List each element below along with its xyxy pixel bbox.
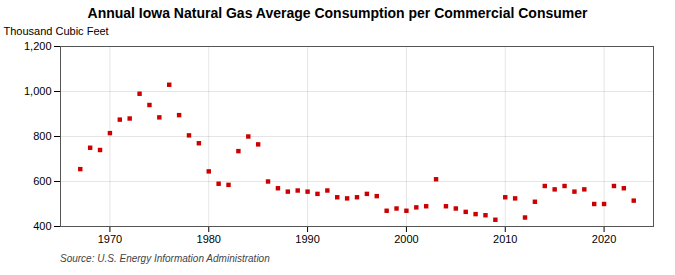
svg-text:1,200: 1,200 (24, 40, 52, 52)
html-text:Annual Iowa Natural Gas Averag: Annual Iowa Natural Gas Average Consumpt… (87, 5, 588, 21)
svg-text:800: 800 (33, 130, 51, 142)
svg-text:1970: 1970 (98, 233, 122, 245)
html-text:Source: U.S. Energy Informatio: Source: U.S. Energy Information Administ… (60, 253, 270, 264)
svg-text:2010: 2010 (493, 233, 517, 245)
svg-text:1980: 1980 (197, 233, 221, 245)
svg-text:1,000: 1,000 (24, 85, 52, 97)
svg-text:2020: 2020 (592, 233, 616, 245)
svg-text:600: 600 (33, 175, 51, 187)
svg-text:2000: 2000 (394, 233, 418, 245)
svg-text:Thousand Cubic Feet: Thousand Cubic Feet (4, 25, 109, 37)
svg-text:400: 400 (33, 220, 51, 232)
svg-text:1990: 1990 (295, 233, 319, 245)
